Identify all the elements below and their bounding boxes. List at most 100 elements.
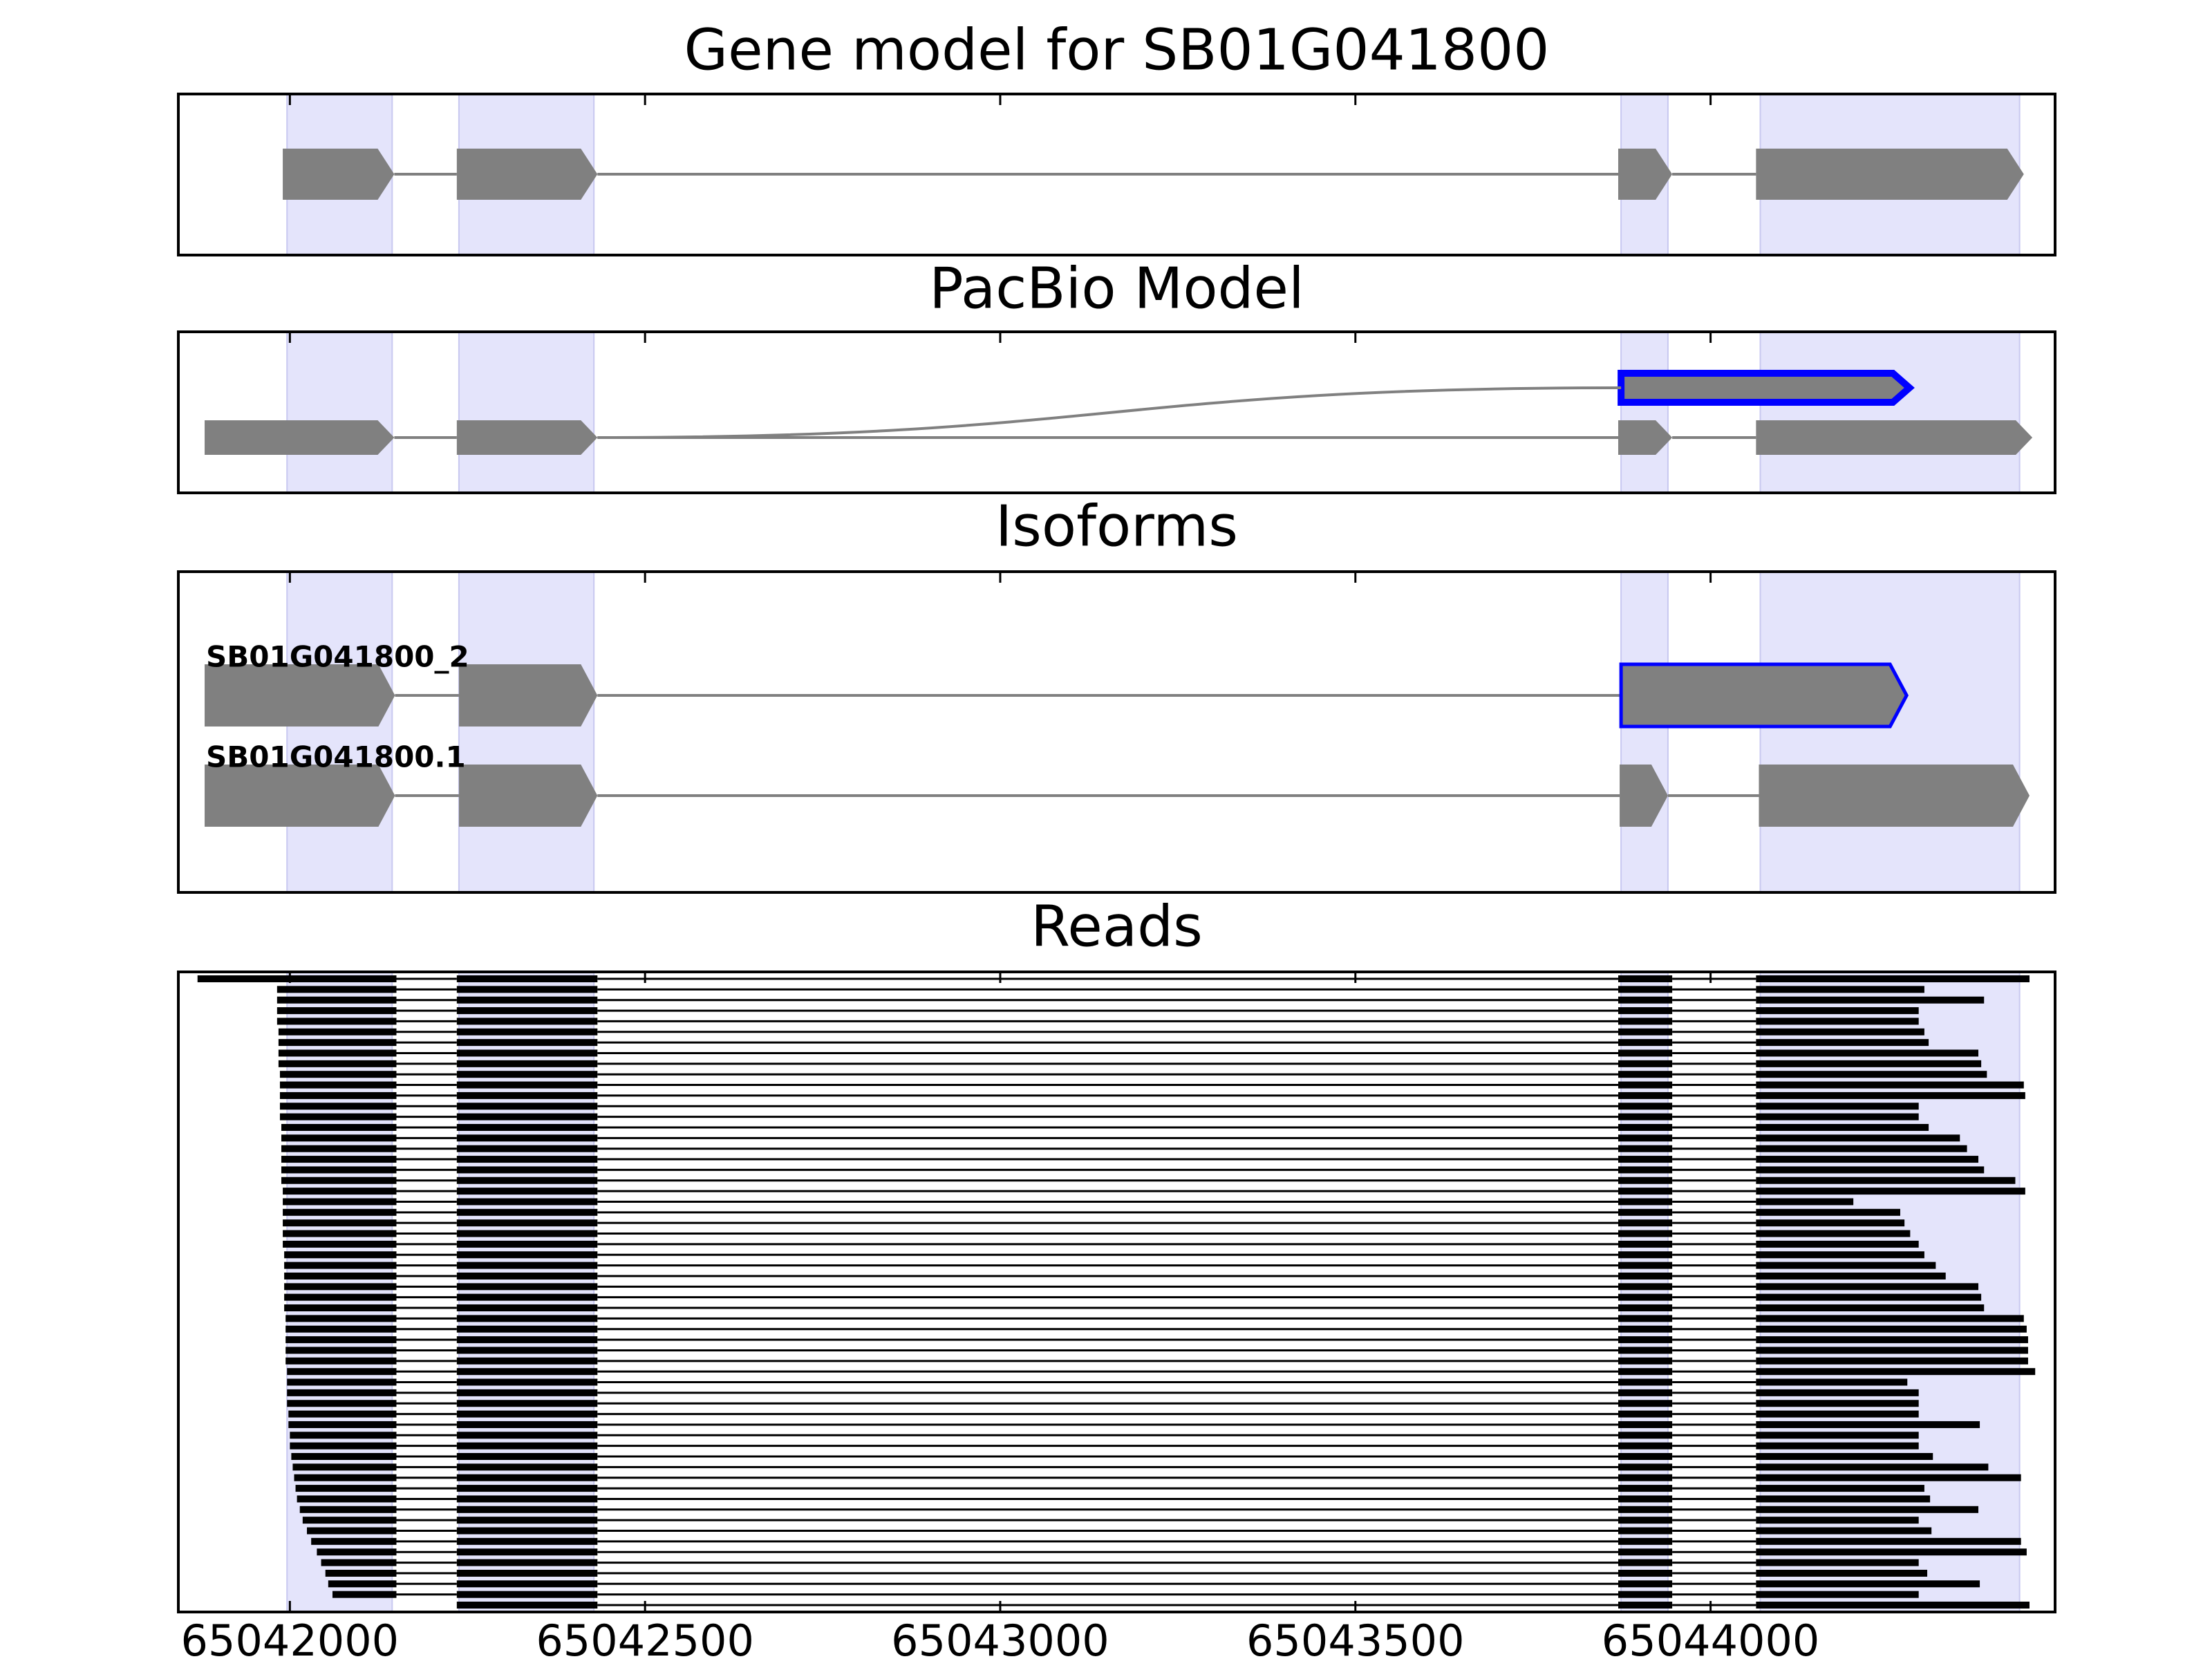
read-block <box>456 1347 598 1354</box>
read-block <box>1756 1591 1919 1598</box>
read-block <box>1756 1028 1924 1035</box>
read-block <box>1756 1569 1928 1577</box>
read-block <box>1756 1580 1980 1588</box>
read-block <box>1756 996 1985 1004</box>
read-block <box>287 1368 397 1376</box>
read-block <box>302 1517 397 1524</box>
exon <box>1756 420 2033 455</box>
read-block <box>456 1325 598 1333</box>
read-block <box>1618 975 1673 982</box>
x-tick-label: 65043500 <box>1246 1615 1465 1659</box>
read-block <box>1618 1506 1673 1513</box>
read-block <box>1756 1156 1979 1163</box>
read-block <box>1618 1251 1673 1259</box>
read-block <box>1618 1421 1673 1428</box>
read-block <box>456 1474 598 1481</box>
x-tick-label: 65042500 <box>536 1615 754 1659</box>
read-block <box>1756 1039 1929 1047</box>
read-block <box>281 1166 397 1174</box>
read-block <box>288 1421 397 1428</box>
read-block <box>456 1517 598 1524</box>
read-block <box>1756 1410 1919 1418</box>
read-block <box>278 1049 397 1057</box>
read-block <box>295 1485 397 1492</box>
read-block <box>456 1230 598 1237</box>
read-block <box>197 975 397 982</box>
panel-title: Reads <box>1031 894 1203 959</box>
read-block <box>1756 1442 1919 1450</box>
isoform-label: SB01G041800_2 <box>206 640 469 674</box>
read-block <box>456 975 598 982</box>
read-block <box>1618 1293 1673 1301</box>
read-block <box>1756 1091 2025 1099</box>
read-block <box>279 1113 397 1121</box>
read-block <box>276 986 397 993</box>
read-block <box>1618 1325 1673 1333</box>
exon-shading <box>1759 571 2021 893</box>
exon <box>1618 149 1673 200</box>
exon <box>205 420 395 455</box>
read-block <box>456 1495 598 1503</box>
read-block <box>1618 1188 1673 1195</box>
panel-frame <box>177 570 2056 894</box>
read-block <box>1756 1060 1982 1067</box>
read-block <box>307 1527 397 1535</box>
exon <box>1620 765 1668 827</box>
read-block <box>456 1113 598 1121</box>
read-block <box>1756 1304 1985 1312</box>
read-block <box>285 1357 397 1365</box>
read-block <box>456 1569 598 1577</box>
read-block <box>1618 1103 1673 1110</box>
read-block <box>1756 975 2030 982</box>
read-block <box>276 1007 397 1015</box>
read-block <box>1618 1495 1673 1503</box>
read-block <box>1618 1018 1673 1025</box>
read-block <box>1618 1156 1673 1163</box>
read-block <box>456 1272 598 1280</box>
panel-frame <box>177 330 2056 494</box>
read-block <box>1618 1602 1673 1609</box>
read-block <box>283 1198 397 1206</box>
read-block <box>1756 1272 1946 1280</box>
read-block <box>281 1156 397 1163</box>
read-block <box>285 1315 397 1322</box>
read-block <box>1756 1400 1919 1407</box>
read-block <box>456 1463 598 1471</box>
read-block <box>1756 1559 1919 1566</box>
read-block <box>1756 1262 1936 1269</box>
exon <box>205 664 395 727</box>
read-block <box>1618 1177 1673 1184</box>
exon-shading <box>458 971 595 1613</box>
read-block <box>283 1219 397 1227</box>
read-block <box>456 1091 598 1099</box>
panel-title: Isoforms <box>995 494 1238 559</box>
read-block <box>456 1400 598 1407</box>
exon-shading <box>286 571 393 893</box>
read-block <box>325 1569 397 1577</box>
read-block <box>456 1527 598 1535</box>
read-block <box>1756 1474 2021 1481</box>
read-block <box>281 1145 397 1152</box>
exon <box>1619 662 1909 729</box>
read-block <box>285 1347 397 1354</box>
read-block <box>456 1378 598 1386</box>
read-block <box>1618 1134 1673 1142</box>
read-block <box>456 1368 598 1376</box>
read-block <box>1618 1559 1673 1566</box>
read-block <box>1618 1569 1673 1577</box>
read-block <box>1618 1304 1673 1312</box>
read-block <box>456 1315 598 1322</box>
read-block <box>1618 1580 1673 1588</box>
read-block <box>1618 1400 1673 1407</box>
read-block <box>288 1410 397 1418</box>
read-block <box>456 1421 598 1428</box>
read-block <box>456 1103 598 1110</box>
read-block <box>1618 1378 1673 1386</box>
read-block <box>456 1134 598 1142</box>
panel-frame <box>177 93 2056 256</box>
read-block <box>456 986 598 993</box>
read-block <box>1756 1463 1989 1471</box>
x-tick-label: 65044000 <box>1602 1615 1820 1659</box>
read-block <box>1756 1378 1908 1386</box>
